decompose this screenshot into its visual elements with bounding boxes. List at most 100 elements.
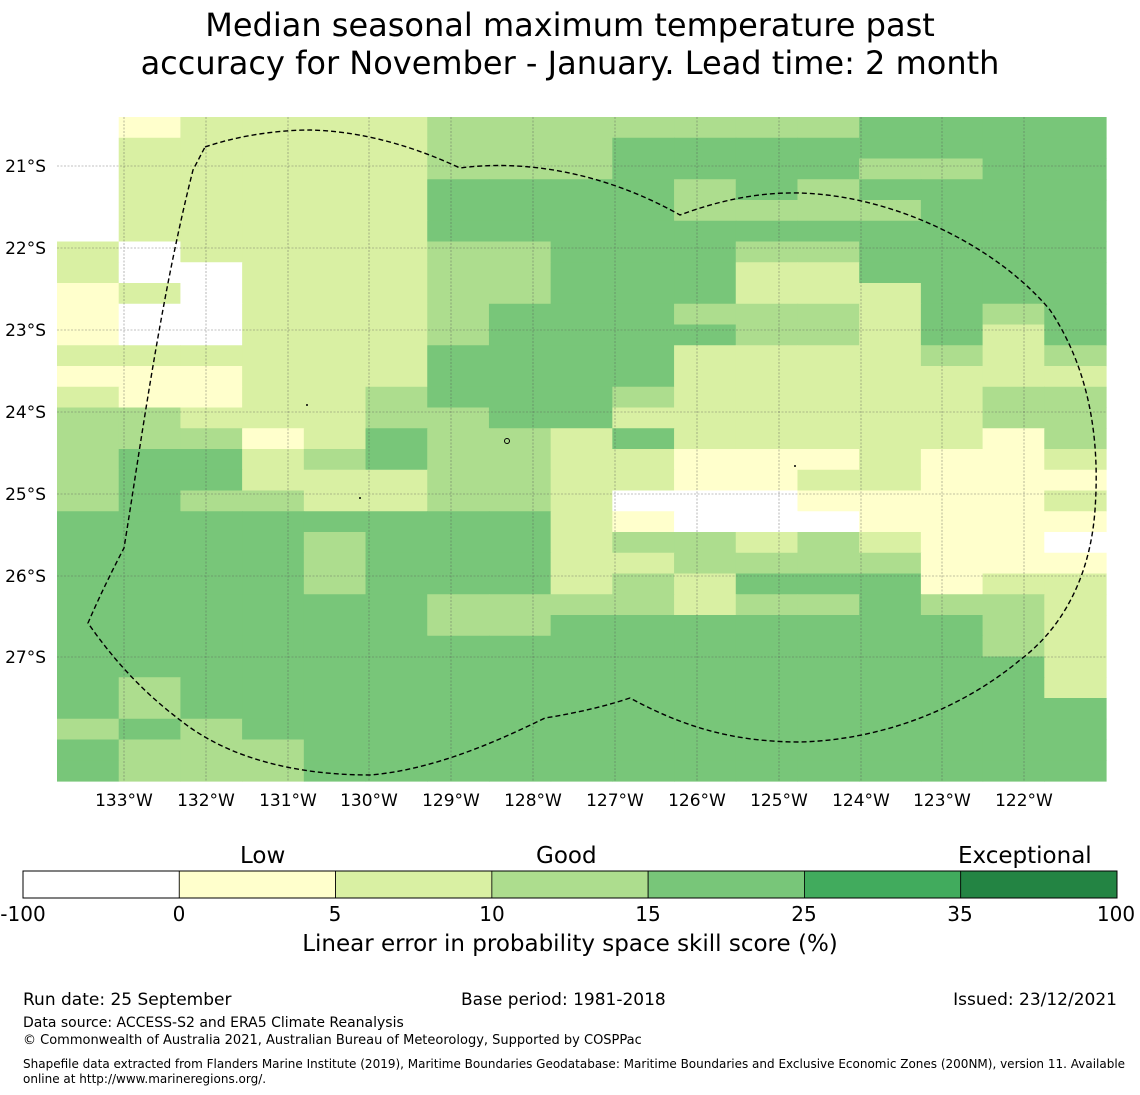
grid-cell bbox=[1044, 635, 1107, 658]
grid-cell bbox=[674, 718, 737, 741]
grid-cell bbox=[57, 656, 120, 678]
grid-cell bbox=[735, 262, 799, 284]
grid-cell bbox=[242, 511, 305, 533]
grid-cell bbox=[920, 573, 984, 595]
grid-cell bbox=[303, 324, 367, 346]
grid-cell bbox=[303, 739, 367, 761]
grid-cell bbox=[57, 200, 120, 222]
grid-cell bbox=[797, 511, 860, 533]
grid-cell bbox=[550, 428, 613, 450]
grid-cell bbox=[982, 469, 1045, 492]
skill-grid bbox=[57, 117, 1107, 782]
grid-cell bbox=[674, 179, 737, 201]
grid-cell bbox=[797, 137, 860, 160]
grid-cell bbox=[674, 677, 737, 699]
grid-cell bbox=[365, 760, 428, 782]
grid-cell bbox=[365, 656, 428, 678]
grid-cell bbox=[612, 677, 675, 699]
grid-cell bbox=[920, 283, 984, 305]
grid-cell bbox=[735, 283, 799, 305]
grid-cell bbox=[674, 656, 737, 678]
grid-cell bbox=[118, 220, 182, 243]
grid-cell bbox=[735, 303, 799, 326]
grid-cell bbox=[303, 220, 367, 243]
grid-cell bbox=[797, 200, 860, 222]
grid-cell bbox=[118, 303, 182, 326]
grid-cell bbox=[242, 718, 305, 741]
grid-cell bbox=[57, 262, 120, 284]
grid-cell bbox=[57, 449, 120, 471]
colorbar-tick: 0 bbox=[172, 902, 186, 926]
grid-cell bbox=[735, 469, 799, 492]
grid-cell bbox=[735, 241, 799, 263]
run-date: Run date: 25 September bbox=[23, 990, 232, 1010]
grid-cell bbox=[303, 283, 367, 305]
colorbar-tick: 100 bbox=[1096, 902, 1136, 926]
longitude-label: 128°W bbox=[504, 791, 562, 811]
grid-cell bbox=[920, 615, 984, 637]
grid-cell bbox=[920, 532, 984, 554]
grid-cell bbox=[797, 573, 860, 595]
grid-cell bbox=[797, 283, 860, 305]
grid-cell bbox=[1044, 428, 1107, 450]
grid-cell bbox=[797, 615, 860, 637]
grid-cell bbox=[1044, 594, 1107, 616]
grid-cell bbox=[797, 386, 860, 409]
grid-cell bbox=[488, 303, 552, 326]
grid-cell bbox=[303, 677, 367, 699]
grid-cell bbox=[797, 760, 860, 782]
grid-cell bbox=[674, 635, 737, 658]
grid-cell bbox=[488, 407, 552, 429]
grid-cell bbox=[859, 200, 922, 222]
grid-cell bbox=[180, 262, 243, 284]
grid-cell bbox=[612, 200, 675, 222]
grid-cell bbox=[180, 449, 243, 471]
grid-cell bbox=[674, 615, 737, 637]
grid-cell bbox=[118, 490, 182, 512]
grid-cell bbox=[612, 573, 675, 595]
grid-cell bbox=[674, 532, 737, 554]
grid-cell bbox=[488, 635, 552, 658]
grid-cell bbox=[427, 739, 490, 761]
grid-cell bbox=[118, 283, 182, 305]
grid-cell bbox=[797, 490, 860, 512]
graticule bbox=[57, 117, 1106, 781]
grid-cell bbox=[1044, 760, 1107, 782]
grid-cell bbox=[488, 241, 552, 263]
grid-cell bbox=[365, 594, 428, 616]
grid-cell bbox=[118, 449, 182, 471]
grid-cell bbox=[303, 158, 367, 180]
grid-cell bbox=[612, 386, 675, 409]
grid-cell bbox=[180, 428, 243, 450]
grid-cell bbox=[242, 262, 305, 284]
grid-cell bbox=[57, 677, 120, 699]
grid-cell bbox=[982, 698, 1045, 720]
grid-cell bbox=[365, 552, 428, 575]
grid-cell bbox=[797, 449, 860, 471]
grid-cell bbox=[982, 739, 1045, 761]
grid-cell bbox=[57, 615, 120, 637]
grid-cell bbox=[674, 241, 737, 263]
grid-cell bbox=[982, 117, 1045, 139]
grid-cell bbox=[303, 469, 367, 492]
grid-cell bbox=[982, 220, 1045, 243]
grid-cell bbox=[180, 698, 243, 720]
grid-cell bbox=[674, 345, 737, 367]
latitude-label: 25°S bbox=[5, 485, 46, 505]
grid-cell bbox=[57, 573, 120, 595]
grid-cell bbox=[674, 739, 737, 761]
grid-cell bbox=[674, 573, 737, 595]
island-marker bbox=[504, 438, 510, 444]
colorbar-tick: 10 bbox=[479, 902, 505, 926]
grid-cell bbox=[118, 760, 182, 782]
grid-cell bbox=[180, 718, 243, 741]
grid-cell bbox=[797, 594, 860, 616]
grid-cell bbox=[550, 469, 613, 492]
grid-cell bbox=[488, 345, 552, 367]
grid-cell bbox=[674, 594, 737, 616]
grid-cell bbox=[303, 698, 367, 720]
grid-cell bbox=[427, 594, 490, 616]
data-source: Data source: ACCESS-S2 and ERA5 Climate … bbox=[23, 1015, 404, 1031]
copyright: © Commonwealth of Australia 2021, Austra… bbox=[23, 1033, 642, 1048]
grid-cell bbox=[303, 656, 367, 678]
